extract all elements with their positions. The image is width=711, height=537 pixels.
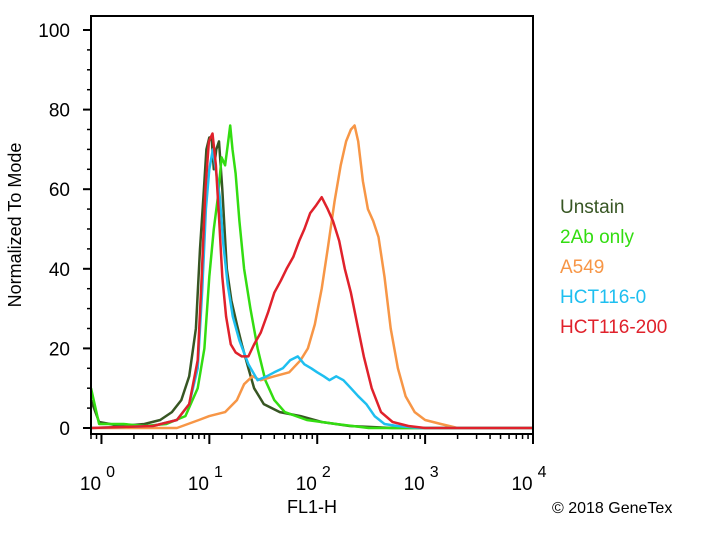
x-tick-exponent: 1 xyxy=(214,464,223,481)
y-axis-title: Normalized To Mode xyxy=(5,143,25,308)
x-tick-label: 10 1 xyxy=(188,464,223,495)
x-tick-label: 10 2 xyxy=(296,464,331,495)
y-axis-label: Normalized To Mode xyxy=(5,143,25,308)
x-tick-base: 10 xyxy=(511,474,532,495)
legend-entry: HCT116-0 xyxy=(560,287,647,308)
x-tick-exponent: 0 xyxy=(106,464,115,481)
x-tick-base: 10 xyxy=(296,474,317,495)
x-tick-exponent: 2 xyxy=(322,464,331,481)
series-line-1 xyxy=(89,124,533,430)
y-axis-ticks: 0 20 40 60 80 100 xyxy=(38,21,91,440)
legend-entry: A549 xyxy=(560,257,605,278)
y-tick-label: 100 xyxy=(38,21,70,42)
legend-entry: HCT116-200 xyxy=(560,317,668,338)
y-tick-label: 80 xyxy=(49,101,70,122)
series-curves xyxy=(89,124,533,430)
x-tick-label: 10 0 xyxy=(80,464,115,495)
y-tick-label: 0 xyxy=(59,419,70,440)
copyright-notice: © 2018 GeneTex xyxy=(552,500,673,517)
x-tick-base: 10 xyxy=(80,474,101,495)
x-tick-label: 10 4 xyxy=(511,464,546,495)
series-line-4 xyxy=(90,132,533,430)
x-tick-label: 10 3 xyxy=(404,464,439,495)
y-tick-label: 60 xyxy=(49,180,70,201)
legend-entry: Unstain xyxy=(560,197,625,218)
series-line-3 xyxy=(90,148,533,430)
x-axis-label: FL1-H xyxy=(287,497,337,517)
legend-entry: 2Ab only xyxy=(560,227,634,248)
series-line-2 xyxy=(91,124,533,430)
y-tick-label: 20 xyxy=(49,339,70,360)
x-axis-ticks: 10 0 10 1 10 2 10 3 10 4 xyxy=(80,434,547,495)
plot-frame xyxy=(90,15,534,435)
y-tick-label: 40 xyxy=(49,260,70,281)
x-tick-exponent: 4 xyxy=(538,464,547,481)
x-tick-exponent: 3 xyxy=(430,464,439,481)
x-tick-base: 10 xyxy=(188,474,209,495)
series-line-0 xyxy=(89,136,533,430)
x-tick-base: 10 xyxy=(404,474,425,495)
